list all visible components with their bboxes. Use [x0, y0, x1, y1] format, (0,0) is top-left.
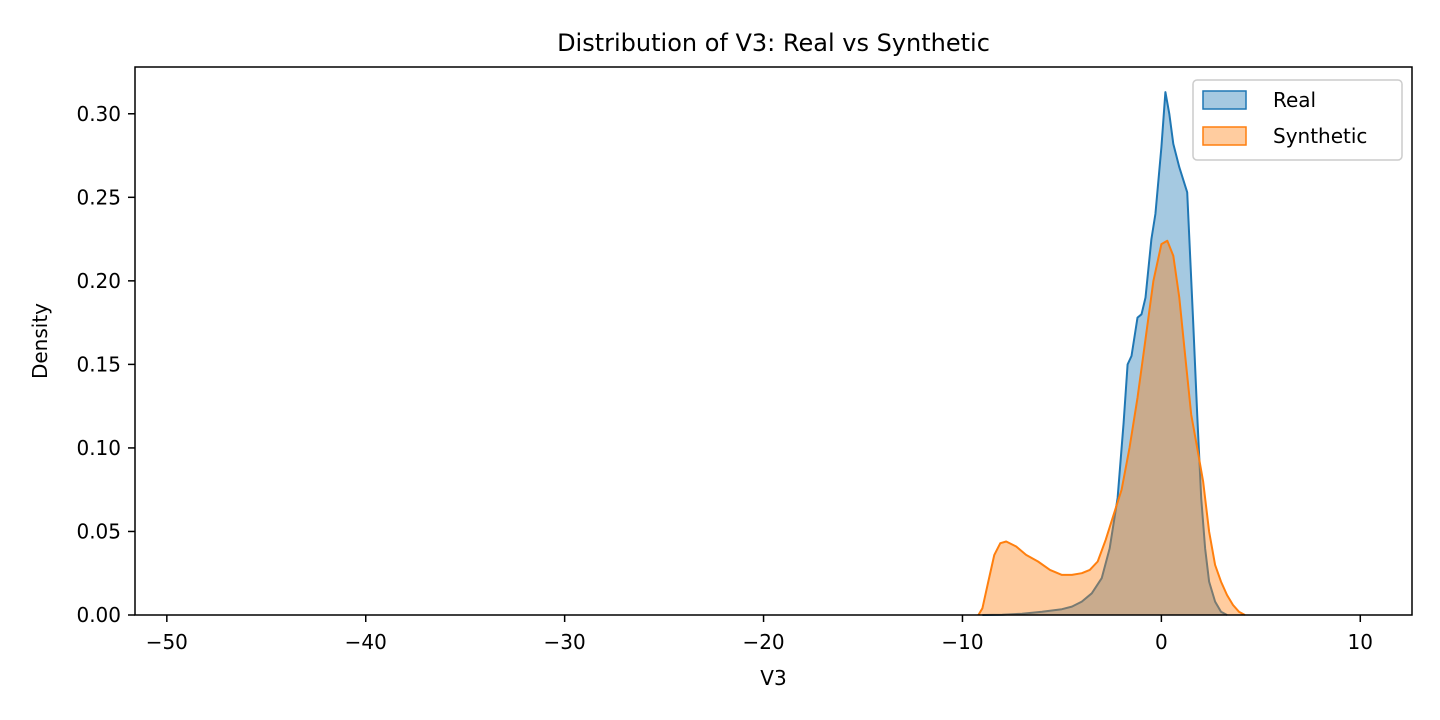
x-tick-label: −40: [345, 630, 387, 654]
legend-label-synthetic: Synthetic: [1273, 124, 1367, 148]
chart-title: Distribution of V3: Real vs Synthetic: [557, 29, 990, 57]
y-tick-label: 0.25: [76, 185, 121, 209]
series-area-real: [982, 92, 1227, 616]
y-tick-label: 0.10: [76, 436, 121, 460]
x-tick-label: −50: [146, 630, 188, 654]
series-layer: [977, 91, 1246, 616]
x-axis-label: V3: [760, 666, 786, 690]
x-tick-label: 0: [1155, 630, 1168, 654]
legend: Real Synthetic: [1192, 79, 1403, 161]
x-tick-label: 10: [1348, 630, 1373, 654]
legend-swatch-synthetic: [1202, 126, 1247, 146]
series-line-synthetic: [977, 239, 1246, 616]
legend-swatch-real: [1202, 90, 1247, 110]
y-axis-label: Density: [28, 303, 52, 379]
y-tick-label: 0.30: [76, 102, 121, 126]
y-tick-label: 0.15: [76, 352, 121, 376]
series-line-real: [982, 91, 1228, 616]
x-tick-label: −10: [941, 630, 983, 654]
series-area-synthetic: [978, 240, 1245, 616]
x-tick-label: −30: [544, 630, 586, 654]
legend-label-real: Real: [1273, 88, 1316, 112]
x-tick-label: −20: [742, 630, 784, 654]
y-tick-label: 0.00: [76, 603, 121, 627]
plot-frame: [134, 66, 1413, 616]
y-tick-label: 0.05: [76, 519, 121, 543]
y-tick-label: 0.20: [76, 269, 121, 293]
axes-layer: −50 −40 −30 −20 −10 0 10 0.00 0.05 0.10 0.15 0.20 0.…: [76, 66, 1413, 654]
